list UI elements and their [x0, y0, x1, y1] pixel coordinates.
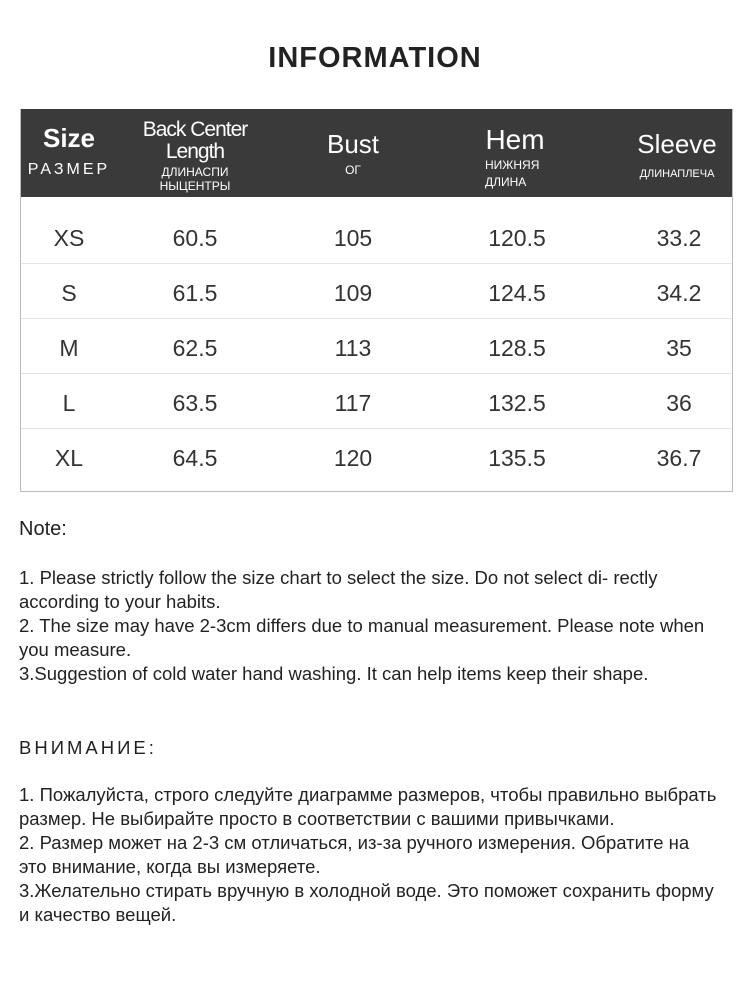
header-back-length: Back Center Length ДЛИНАСПИ НЫЦЕНТРЫ	[142, 118, 249, 194]
size-table: Size РАЗМЕР Back Center Length ДЛИНАСПИ …	[20, 109, 733, 492]
table-row: XL 64.5 120 135.5 36.7	[54, 445, 702, 471]
page-title: INFORMATION	[268, 42, 482, 74]
table-row: L 63.5 117 132.5 36	[21, 374, 732, 429]
table-row: M 62.5 113 128.5 35	[21, 319, 732, 374]
table-header: Size РАЗМЕР Back Center Length ДЛИНАСПИ …	[21, 109, 732, 197]
note-ru-item: 1. Пожалуйста, строго следуйте диаграмме…	[19, 784, 717, 829]
note-list: 1. Please strictly follow the size chart…	[19, 566, 719, 686]
note-ru-item: 3.Желательно стирать вручную в холодной …	[19, 880, 714, 925]
header-sleeve: Sleeve ДЛИНАПЛЕЧА	[637, 129, 717, 180]
header-hem: Hem НИЖНЯЯ ДЛИНА	[485, 124, 545, 190]
note-ru-heading: ВНИМАНИЕ:	[19, 737, 157, 758]
note-ru-item: 2. Размер может на 2-3 см отличаться, из…	[19, 832, 690, 877]
note-heading: Note:	[19, 518, 67, 540]
table-row: S 61.5 109 124.5 34.2	[21, 264, 732, 319]
table-row: XS 60.5 105 120.5 33.2	[21, 209, 732, 264]
note-ru-list: 1. Пожалуйста, строго следуйте диаграмме…	[19, 783, 719, 927]
note-item: 3.Suggestion of cold water hand washing.…	[19, 663, 649, 684]
note-item: 1. Please strictly follow the size chart…	[19, 567, 658, 612]
note-item: 2. The size may have 2-3cm differs due t…	[19, 615, 705, 660]
header-bust: Bust ОГ	[326, 129, 380, 177]
header-size: Size РАЗМЕР	[27, 123, 111, 178]
